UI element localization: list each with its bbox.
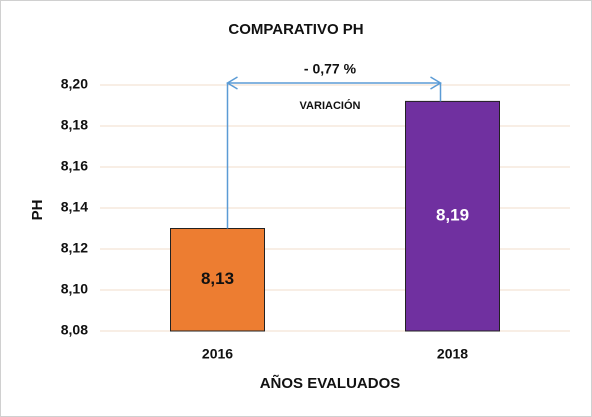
bar bbox=[405, 100, 500, 332]
value-label: 8,19 bbox=[436, 206, 469, 225]
annotation: - 0,77 % bbox=[304, 61, 357, 77]
y-tick-label: 8,20 bbox=[61, 76, 88, 92]
y-tick-label: 8,18 bbox=[61, 117, 88, 133]
x-tick-label: 2018 bbox=[437, 346, 468, 362]
annotation: VARIACIÓN bbox=[300, 99, 361, 112]
y-tick-label: 8,12 bbox=[61, 240, 88, 256]
y-tick-label: 8,16 bbox=[61, 158, 88, 174]
y-tick-label: 8,14 bbox=[61, 199, 88, 215]
value-label: 8,13 bbox=[201, 269, 234, 288]
chart-title: COMPARATIVO PH bbox=[228, 21, 363, 38]
arrow-head bbox=[226, 76, 238, 90]
bar bbox=[170, 228, 265, 332]
x-tick-label: 2016 bbox=[202, 346, 233, 362]
y-tick-label: 8,08 bbox=[61, 322, 88, 338]
y-tick-label: 8,10 bbox=[61, 281, 88, 297]
arrow-head bbox=[430, 76, 442, 90]
x-axis-label: AÑOS EVALUADOS bbox=[260, 374, 401, 392]
y-axis-label: PH bbox=[29, 200, 46, 221]
